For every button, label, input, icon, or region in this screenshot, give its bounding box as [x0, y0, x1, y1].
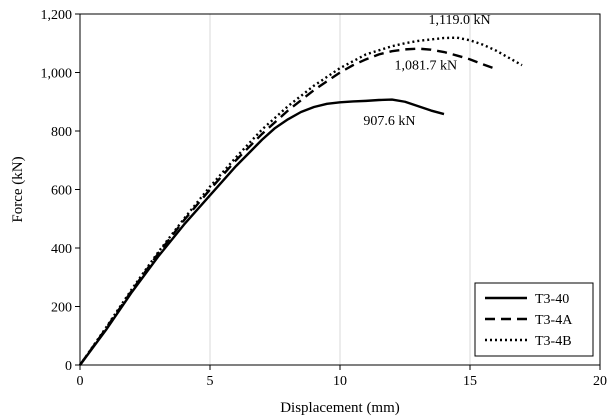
peak-annotation: 1,119.0 kN — [429, 13, 491, 28]
legend: T3-40 T3-4A T3-4B — [474, 282, 594, 357]
x-tick-label: 15 — [463, 374, 477, 389]
peak-annotation: 907.6 kN — [363, 114, 415, 129]
y-tick-label: 600 — [51, 184, 72, 199]
y-tick-label: 0 — [65, 359, 72, 374]
y-axis-title: Force (kN) — [10, 156, 26, 222]
x-axis-title: Displacement (mm) — [280, 400, 400, 416]
grid-lines — [209, 14, 471, 365]
x-tick-label: 0 — [77, 374, 84, 389]
x-tick-label: 10 — [333, 374, 347, 389]
y-tick-label: 400 — [51, 242, 72, 257]
y-tick-label: 1,200 — [41, 8, 73, 23]
series-lines — [79, 36, 523, 366]
y-tick-label: 200 — [51, 301, 72, 316]
series-line-t3-4b — [79, 36, 523, 366]
legend-label-t3-40: T3-40 — [535, 292, 569, 307]
series-line-t3-4a — [79, 47, 497, 366]
x-tick-label: 5 — [207, 374, 214, 389]
peak-annotation: 1,081.7 kN — [394, 59, 457, 74]
peak-annotations: 1,119.0 kN 1,081.7 kN 907.6 kN — [363, 13, 490, 129]
y-tick-label: 800 — [51, 125, 72, 140]
legend-label-t3-4a: T3-4A — [535, 313, 573, 328]
x-tick-label: 20 — [593, 374, 607, 389]
y-tick-label: 1,000 — [41, 67, 73, 82]
series-line-t3-40 — [79, 98, 445, 366]
legend-label-t3-4b: T3-4B — [535, 334, 572, 349]
